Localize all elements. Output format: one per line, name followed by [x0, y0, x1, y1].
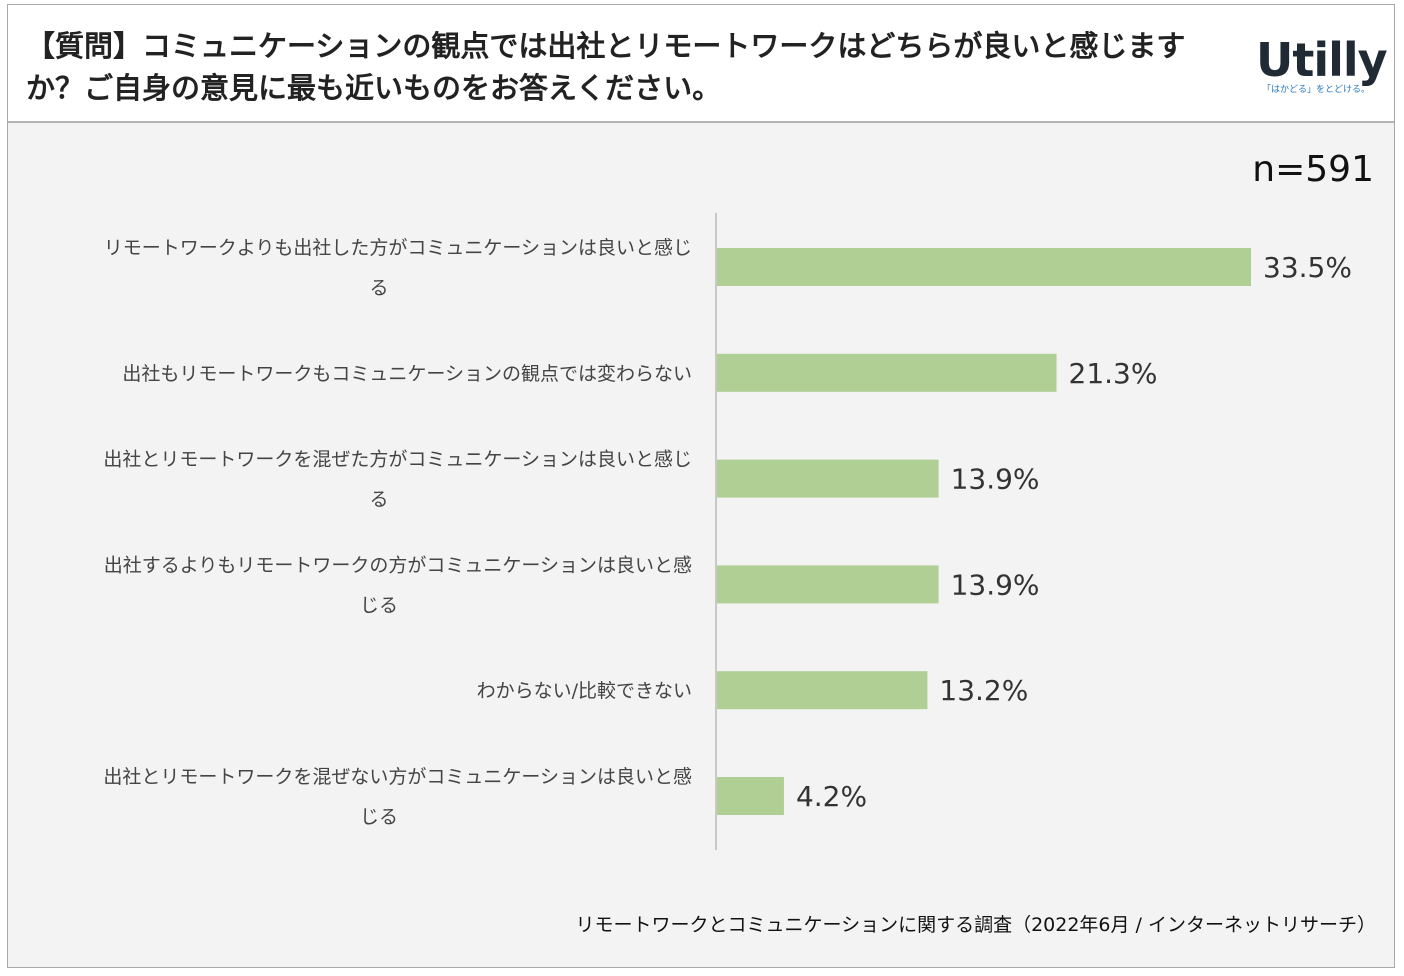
- category-label-line: リモートワークよりも出社した方がコミュニケーションは良いと感じ: [104, 237, 692, 259]
- category-label-line: る: [369, 277, 388, 299]
- category-label-line: 出社するよりもリモートワークの方がコミュニケーションは良いと感: [104, 554, 692, 576]
- bar-4: [717, 565, 939, 604]
- bar-2: [717, 353, 1057, 392]
- value-label-2: 21.3%: [1069, 357, 1158, 390]
- category-label-5: わからない/比較できない: [477, 680, 692, 702]
- sample-size-label: n=591: [1252, 149, 1374, 190]
- category-label-line: る: [369, 489, 388, 511]
- bar-5: [717, 671, 928, 710]
- category-label-3: 出社とリモートワークを混ぜた方がコミュニケーションは良いと感じる: [103, 449, 692, 511]
- chart-frame: 【質問】コミュニケーションの観点では出社とリモートワークはどちらが良いと感じます…: [7, 4, 1395, 968]
- value-label-3: 13.9%: [951, 463, 1040, 496]
- header: 【質問】コミュニケーションの観点では出社とリモートワークはどちらが良いと感じます…: [8, 5, 1394, 123]
- category-label-4: 出社するよりもリモートワークの方がコミュニケーションは良いと感じる: [104, 554, 692, 616]
- category-label-1: リモートワークよりも出社した方がコミュニケーションは良いと感じる: [104, 237, 692, 299]
- category-label-2: 出社もリモートワークもコミュニケーションの観点では変わらない: [122, 363, 692, 385]
- source-note: リモートワークとコミュニケーションに関する調査（2022年6月 / インターネッ…: [575, 914, 1376, 936]
- category-label-line: 出社とリモートワークを混ぜない方がコミュニケーションは良いと感: [103, 766, 692, 788]
- value-label-6: 4.2%: [796, 780, 867, 813]
- value-label-1: 33.5%: [1263, 251, 1352, 284]
- brand-logo: Utilly 「はかどる」をとどける。: [1256, 33, 1388, 105]
- category-label-line: わからない/比較できない: [477, 680, 692, 702]
- brand-tagline: 「はかどる」をとどける。: [1262, 85, 1371, 95]
- value-label-5: 13.2%: [939, 674, 1028, 707]
- category-label-line: 出社もリモートワークもコミュニケーションの観点では変わらない: [122, 363, 692, 385]
- category-label-line: 出社とリモートワークを混ぜた方がコミュニケーションは良いと感じ: [103, 449, 692, 471]
- category-label-6: 出社とリモートワークを混ぜない方がコミュニケーションは良いと感じる: [103, 766, 692, 828]
- chart-title: 【質問】コミュニケーションの観点では出社とリモートワークはどちらが良いと感じます…: [26, 29, 1186, 105]
- value-label-4: 13.9%: [951, 568, 1040, 601]
- brand-name: Utilly: [1256, 33, 1388, 87]
- bar-1: [717, 248, 1251, 286]
- bar-6: [717, 777, 784, 815]
- category-label-line: じる: [360, 806, 398, 828]
- bar-3: [717, 459, 939, 498]
- category-label-line: じる: [360, 594, 398, 616]
